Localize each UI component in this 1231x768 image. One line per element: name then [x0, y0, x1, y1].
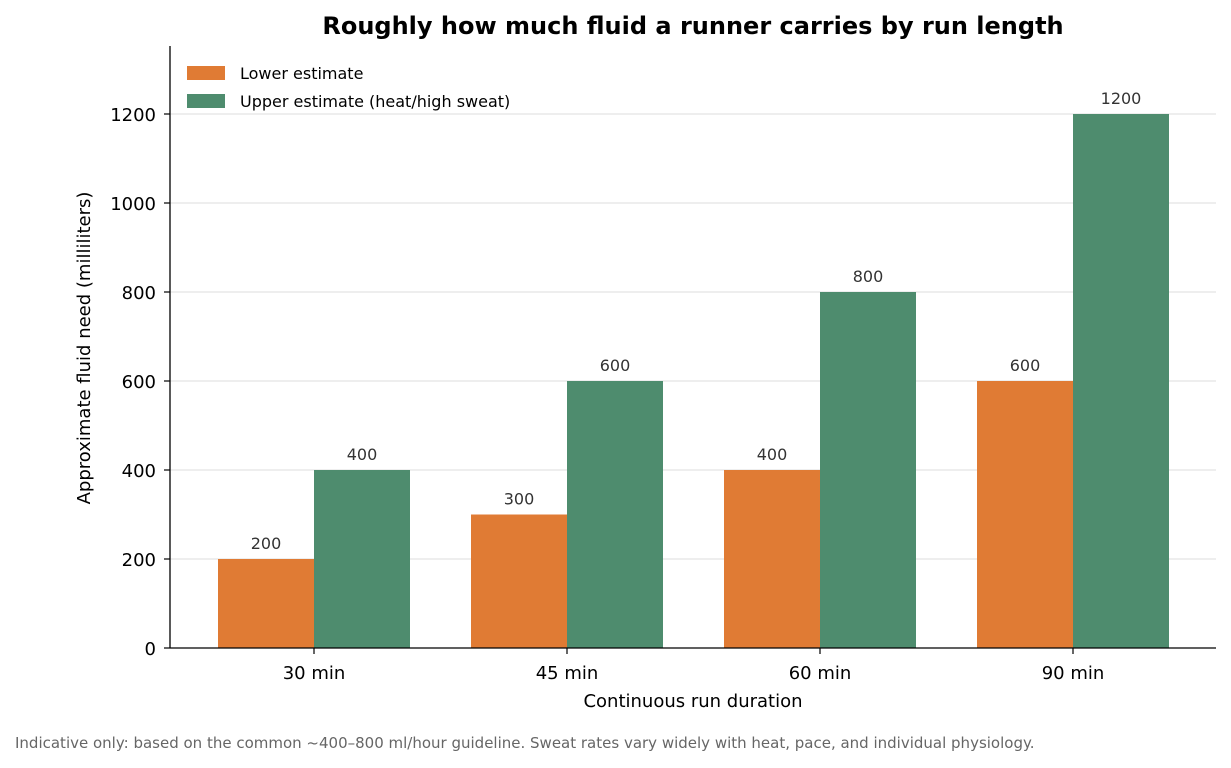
x-axis-label: Continuous run duration [583, 691, 802, 712]
legend: Lower estimate Upper estimate (heat/high… [187, 64, 510, 111]
bar-lower [471, 514, 567, 648]
y-tick-label: 1200 [110, 105, 156, 126]
bar-value-label: 200 [251, 534, 282, 553]
y-tick-label: 400 [122, 461, 156, 482]
y-ticks: 0 200 400 600 800 1000 1200 [110, 105, 170, 660]
bar-value-label: 300 [504, 490, 535, 509]
bar-upper [567, 381, 663, 648]
bar-lower [218, 559, 314, 648]
legend-swatch-lower [187, 66, 225, 80]
bar-value-label: 800 [853, 267, 884, 286]
legend-label-lower: Lower estimate [240, 64, 363, 83]
y-tick-label: 0 [145, 639, 156, 660]
bar-value-label: 600 [600, 356, 631, 375]
x-tick-label: 30 min [283, 663, 346, 684]
legend-label-upper: Upper estimate (heat/high sweat) [240, 92, 510, 111]
bars [218, 114, 1169, 648]
bar-upper [1073, 114, 1169, 648]
y-axis-label: Approximate fluid need (milliliters) [74, 192, 95, 505]
bar-value-label: 600 [1010, 356, 1041, 375]
x-ticks: 30 min 45 min 60 min 90 min [283, 648, 1105, 684]
chart-title: Roughly how much fluid a runner carries … [322, 12, 1063, 40]
legend-swatch-upper [187, 94, 225, 108]
bar-chart: 200 400 300 600 400 800 600 1200 0 200 400 600 800 1… [74, 12, 1216, 712]
bar-value-label: 400 [757, 445, 788, 464]
bar-lower [724, 470, 820, 648]
y-tick-label: 200 [122, 550, 156, 571]
y-tick-label: 600 [122, 372, 156, 393]
bar-value-label: 1200 [1101, 89, 1142, 108]
footnote: Indicative only: based on the common ~40… [15, 734, 1035, 752]
bar-upper [820, 292, 916, 648]
bar-lower [977, 381, 1073, 648]
data-labels: 200 400 300 600 400 800 600 1200 [251, 89, 1142, 553]
y-tick-label: 1000 [110, 194, 156, 215]
x-tick-label: 60 min [789, 663, 852, 684]
bar-upper [314, 470, 410, 648]
bar-value-label: 400 [347, 445, 378, 464]
y-tick-label: 800 [122, 283, 156, 304]
x-tick-label: 45 min [536, 663, 599, 684]
x-tick-label: 90 min [1042, 663, 1105, 684]
